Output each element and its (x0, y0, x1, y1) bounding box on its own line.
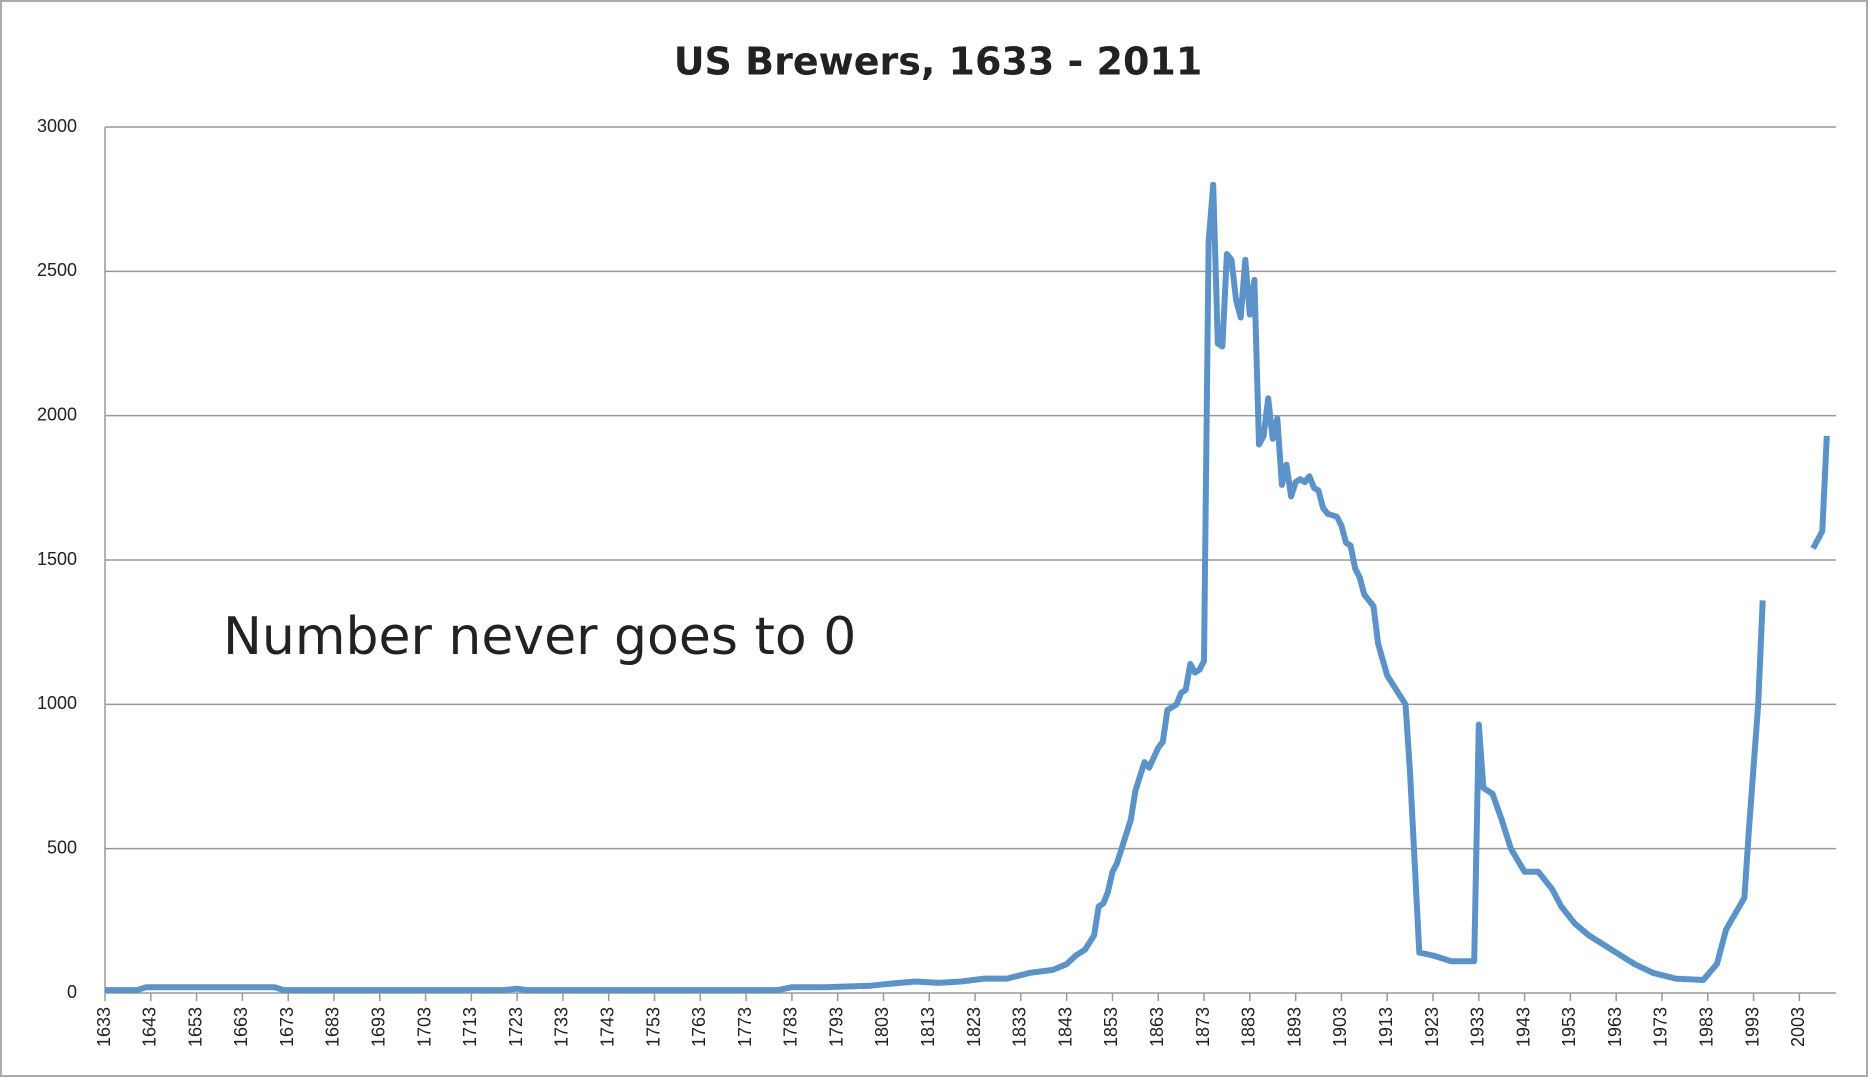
x-tick-label: 1933 (1468, 1007, 1488, 1047)
y-tick-label: 500 (47, 837, 77, 857)
chart-title: US Brewers, 1633 - 2011 (674, 40, 1203, 84)
x-tick-label: 1753 (643, 1007, 663, 1047)
x-tick-label: 2003 (1788, 1007, 1808, 1047)
y-tick-label: 3000 (37, 116, 77, 136)
x-tick-label: 1723 (506, 1007, 526, 1047)
x-tick-label: 1763 (689, 1007, 709, 1047)
x-tick-label: 1913 (1376, 1007, 1396, 1047)
x-tick-label: 1893 (1284, 1007, 1304, 1047)
y-tick-label: 2000 (37, 404, 77, 424)
x-tick-label: 1843 (1055, 1007, 1075, 1047)
x-tick-label: 1773 (735, 1007, 755, 1047)
x-tick-label: 1883 (1239, 1007, 1259, 1047)
x-tick-label: 1953 (1559, 1007, 1579, 1047)
x-tick-label: 1793 (826, 1007, 846, 1047)
x-tick-label: 1823 (964, 1007, 984, 1047)
line (105, 181, 1830, 994)
x-tick-label: 1963 (1605, 1007, 1625, 1047)
x-tick-label: 1923 (1422, 1007, 1442, 1047)
x-tick-label: 1903 (1330, 1007, 1350, 1047)
x-tick-label: 1863 (1147, 1007, 1167, 1047)
x-tick-label: 1663 (231, 1007, 251, 1047)
x-tick-label: 1833 (1010, 1007, 1030, 1047)
x-tick-label: 1973 (1651, 1007, 1671, 1047)
y-tick-label: 1500 (37, 549, 77, 569)
x-tick-label: 1673 (277, 1007, 297, 1047)
y-tick-label: 1000 (37, 693, 77, 713)
x-tick-label: 1943 (1513, 1007, 1533, 1047)
x-tick-label: 1703 (414, 1007, 434, 1047)
y-tick-label: 2500 (37, 260, 77, 280)
x-tick-label: 1873 (1193, 1007, 1213, 1047)
x-tick-label: 1643 (140, 1007, 160, 1047)
x-tick-label: 1983 (1697, 1007, 1717, 1047)
x-tick-label: 1653 (185, 1007, 205, 1047)
x-tick-label: 1993 (1742, 1007, 1762, 1047)
x-tick-label: 1783 (781, 1007, 801, 1047)
x-tick-label: 1813 (918, 1007, 938, 1047)
x-tick-label: 1803 (872, 1007, 892, 1047)
annotation: Number never goes to 0 (223, 607, 856, 667)
x-tick-label: 1683 (323, 1007, 343, 1047)
x-tick-label: 1693 (369, 1007, 389, 1047)
x-tick-label: 1633 (94, 1007, 114, 1047)
x-tick-label: 1733 (552, 1007, 572, 1047)
x-tick-label: 1853 (1101, 1007, 1121, 1047)
x-tick-label: 1743 (597, 1007, 617, 1047)
x-tick-label: 1713 (460, 1007, 480, 1047)
y-tick-label: 0 (67, 982, 77, 1002)
